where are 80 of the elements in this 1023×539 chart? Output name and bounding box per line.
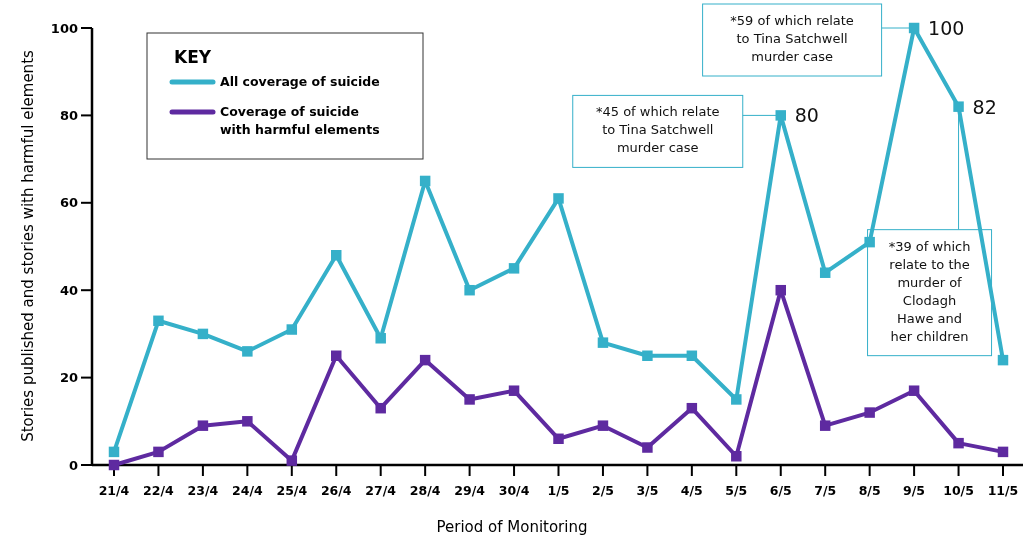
point [908,22,920,34]
data-label: 82 [972,95,997,118]
x-tick-label: 9/5 [903,483,926,498]
x-tick-label: 7/5 [814,483,837,498]
point [997,446,1009,458]
point [508,263,520,274]
point [197,328,209,340]
point [108,446,120,458]
x-tick-label: 28/4 [409,483,441,498]
point [419,175,431,187]
point [953,437,964,449]
point [464,394,475,405]
point [508,385,520,396]
x-tick-label: 4/5 [680,483,703,498]
point [553,193,564,204]
x-tick-label: 10/5 [943,483,974,498]
x-tick-label: 2/5 [591,483,614,498]
point [375,402,386,414]
x-tick-label: 24/4 [232,483,263,498]
point [108,459,120,471]
annotation: *59 of which relate to Tina Satchwell murder case [730,13,854,64]
point [819,267,831,278]
point [597,420,609,431]
x-tick-label: 22/4 [143,483,175,498]
annotation: *39 of which relate to the murder of Clodagh Hawe and her children [888,238,971,344]
point [686,350,698,361]
x-tick-label: 23/4 [187,483,219,498]
point [153,315,164,327]
x-tick-label: 3/5 [636,483,659,498]
x-tick-label: 1/5 [547,483,570,498]
legend-label: Coverage of suicide with harmful elements [220,104,380,137]
annotation: *45 of which relate to Tina Satchwell murder case [595,104,720,156]
point [286,455,298,466]
legend-title: KEY [174,47,212,67]
point [597,337,609,348]
x-tick-label: 5/5 [725,483,748,498]
point [286,324,298,335]
y-tick-label: 100 [50,20,78,36]
point [153,446,164,458]
point [731,394,742,405]
x-tick-label: 30/4 [498,483,530,498]
point [642,442,653,453]
point [464,284,475,296]
y-tick-label: 20 [59,370,78,386]
point [997,354,1009,366]
point [908,385,920,396]
point [331,350,342,361]
x-tick-label: 6/5 [769,483,792,498]
data-label: 80 [794,104,819,127]
y-tick-label: 60 [59,195,78,211]
point [242,416,253,427]
data-label: 100 [928,17,965,39]
point [242,346,253,357]
point [686,402,698,414]
point [553,433,564,445]
x-tick-label: 8/5 [858,483,881,498]
point [775,110,786,121]
point [864,407,875,418]
point [642,350,653,361]
x-tick-label: 11/5 [987,483,1019,498]
y-tick-label: 80 [59,107,78,123]
point [953,101,964,112]
x-tick-label: 26/4 [320,483,352,498]
point [731,451,742,462]
point [775,284,786,296]
x-axis-title: Period of Monitoring [436,518,588,536]
x-tick-label: 21/4 [98,483,130,498]
point [864,236,875,248]
y-axis-title: Stories published and stories with harmful elements [19,49,37,442]
point [331,250,342,261]
y-tick-label: 0 [68,457,78,473]
x-tick-label: 27/4 [365,483,397,498]
y-tick-label: 40 [59,282,78,298]
point [197,420,209,431]
point [375,333,386,344]
x-tick-label: 25/4 [276,483,308,498]
point [419,354,431,366]
point [819,420,831,431]
legend-label: All coverage of suicide [220,74,380,89]
x-tick-label: 29/4 [454,483,486,498]
